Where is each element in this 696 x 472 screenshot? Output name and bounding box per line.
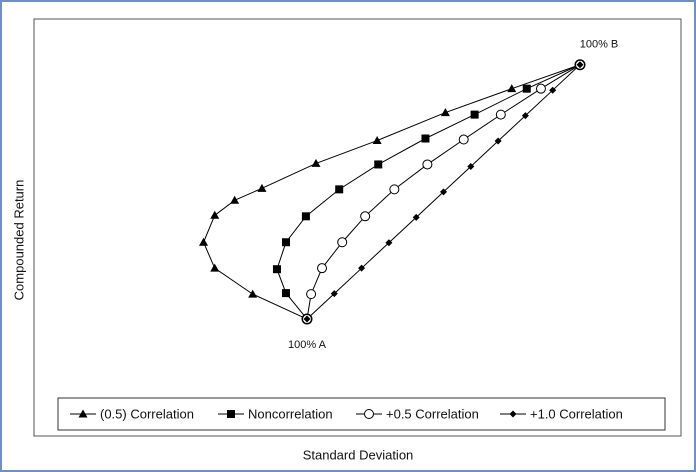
marker [549,86,557,94]
annotation: 100% B [580,39,619,51]
marker [330,290,338,298]
legend-marker [509,410,517,418]
marker [210,210,220,219]
marker [494,137,502,145]
plot-area [33,18,682,437]
marker [389,184,400,195]
series-line [202,64,581,320]
marker [306,289,317,300]
marker [317,263,328,274]
legend-label: +0.5 Correlation [386,406,479,421]
legend-label: (0.5) Correlation [100,406,194,421]
marker [458,134,469,145]
marker [440,108,450,117]
marker [301,212,310,221]
marker [522,84,531,93]
marker [303,315,311,323]
annotation: 100% A [288,339,327,351]
marker [374,160,383,169]
marker [535,83,546,94]
y-axis-label: Compounded Return [11,180,26,301]
legend-marker [78,409,88,418]
marker [272,265,281,274]
marker [521,112,529,120]
marker [281,238,290,247]
marker [495,109,506,120]
marker [210,263,220,272]
marker [335,185,344,194]
marker [257,183,267,192]
marker [439,188,447,196]
marker [385,239,393,247]
marker [337,237,348,248]
marker [412,213,420,221]
legend-label: +1.0 Correlation [530,406,623,421]
marker [360,211,371,222]
marker [372,136,382,145]
marker [507,84,517,93]
marker [230,195,240,204]
annotation-ring [301,313,313,325]
marker [199,237,209,246]
marker [311,158,321,167]
marker [422,159,433,170]
marker [470,110,479,119]
annotation-ring [574,59,586,71]
marker [467,162,475,170]
x-axis-label: Standard Deviation [303,447,414,462]
marker [576,61,584,69]
marker [248,289,258,298]
marker [281,289,290,298]
legend-label: Noncorrelation [248,406,333,421]
marker [358,264,366,272]
legend-marker [227,410,235,418]
marker [421,134,430,143]
legend-marker [364,409,374,419]
